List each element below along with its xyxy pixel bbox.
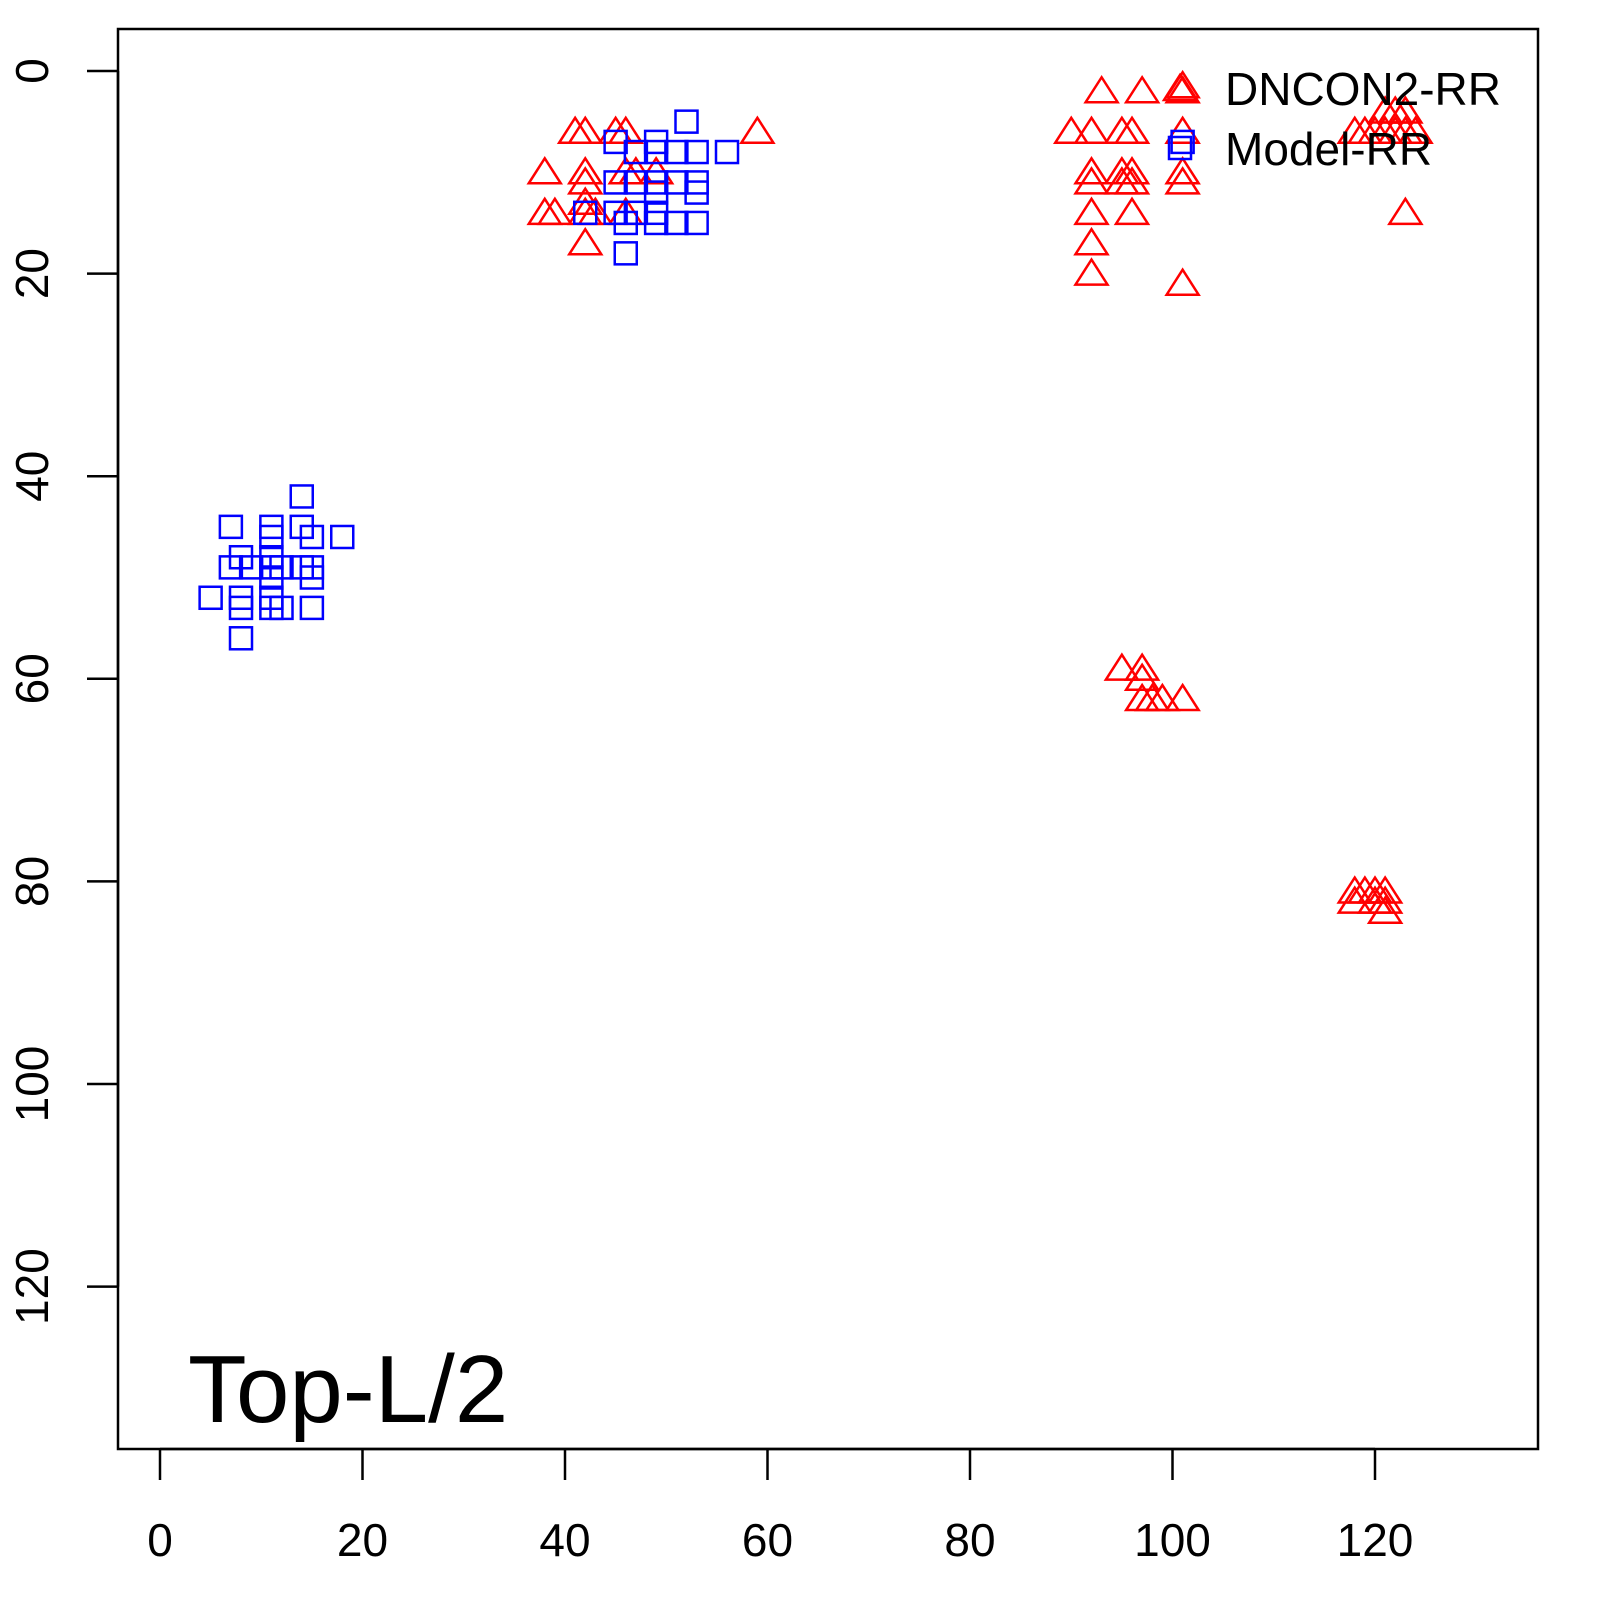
point-triangle bbox=[1387, 196, 1424, 226]
point-triangle bbox=[1366, 885, 1404, 914]
point-square bbox=[674, 109, 699, 134]
point-square bbox=[664, 210, 689, 236]
x-axis: 0 20 40 60 80 100 120 bbox=[147, 1447, 1414, 1566]
x-tick-label: 60 bbox=[742, 1514, 793, 1566]
x-tick-label: 40 bbox=[539, 1514, 590, 1566]
point-square bbox=[684, 139, 709, 165]
point-square bbox=[299, 565, 325, 590]
point-triangle bbox=[1164, 267, 1201, 296]
point-square bbox=[623, 139, 649, 165]
point-square bbox=[603, 170, 628, 195]
point-square bbox=[643, 210, 669, 236]
point-square bbox=[714, 139, 740, 165]
point-triangle bbox=[1397, 115, 1434, 145]
point-triangle bbox=[1103, 652, 1141, 681]
point-triangle bbox=[1113, 166, 1151, 195]
legend-label-dncon2: DNCON2-RR bbox=[1225, 63, 1501, 115]
point-triangle bbox=[1123, 662, 1161, 692]
x-tick-label: 20 bbox=[337, 1514, 388, 1566]
x-tick-label: 100 bbox=[1134, 1514, 1211, 1566]
point-square bbox=[643, 139, 669, 165]
data-points bbox=[198, 69, 1434, 925]
y-tick-label: 0 bbox=[6, 58, 58, 84]
point-square bbox=[259, 524, 284, 550]
point-triangle bbox=[566, 115, 604, 145]
point-square bbox=[1170, 129, 1195, 155]
x-tick-label: 0 bbox=[147, 1514, 173, 1566]
point-square bbox=[218, 514, 244, 540]
y-tick-label: 60 bbox=[6, 653, 58, 704]
point-triangle bbox=[1144, 682, 1181, 712]
point-triangle bbox=[1123, 652, 1161, 681]
y-axis: 0 20 40 60 80 100 120 bbox=[6, 58, 120, 1325]
point-square bbox=[613, 241, 638, 266]
plot-frame bbox=[116, 27, 1540, 1451]
point-triangle bbox=[1123, 74, 1161, 104]
point-triangle bbox=[1073, 257, 1110, 286]
point-triangle bbox=[739, 115, 776, 145]
point-triangle bbox=[1164, 155, 1201, 185]
y-tick-label: 20 bbox=[6, 248, 58, 299]
point-triangle bbox=[1336, 885, 1374, 914]
point-triangle bbox=[1387, 95, 1424, 124]
legend-square-icon bbox=[1167, 135, 1193, 161]
point-triangle bbox=[1113, 196, 1151, 226]
legend: DNCON2-RR Model-RR bbox=[1161, 63, 1501, 175]
point-square bbox=[573, 200, 598, 226]
point-square bbox=[684, 180, 709, 205]
x-tick-label: 80 bbox=[944, 1514, 995, 1566]
point-square bbox=[289, 484, 314, 509]
point-square bbox=[269, 595, 294, 621]
point-triangle bbox=[566, 166, 604, 195]
point-triangle bbox=[1164, 682, 1201, 712]
y-tick-label: 100 bbox=[6, 1046, 58, 1123]
point-triangle bbox=[1073, 115, 1110, 145]
point-square bbox=[198, 585, 223, 611]
point-triangle bbox=[566, 226, 604, 256]
point-triangle bbox=[1113, 115, 1151, 145]
point-square bbox=[684, 210, 709, 236]
point-square bbox=[228, 595, 254, 621]
point-triangle bbox=[1164, 166, 1201, 195]
point-triangle bbox=[1052, 115, 1090, 145]
point-square bbox=[218, 555, 244, 580]
point-triangle bbox=[526, 155, 564, 185]
point-triangle bbox=[1073, 226, 1110, 256]
point-square bbox=[330, 524, 355, 550]
point-triangle bbox=[1073, 196, 1110, 226]
point-triangle bbox=[1073, 166, 1110, 195]
y-tick-label: 40 bbox=[6, 451, 58, 502]
point-square bbox=[299, 524, 325, 550]
point-square bbox=[643, 180, 669, 205]
y-tick-label: 80 bbox=[6, 856, 58, 907]
point-triangle bbox=[1073, 155, 1110, 185]
legend-label-model: Model-RR bbox=[1225, 123, 1432, 175]
point-square bbox=[664, 139, 689, 165]
y-tick-label: 120 bbox=[6, 1248, 58, 1325]
point-triangle bbox=[536, 196, 574, 226]
point-square bbox=[299, 595, 325, 621]
point-triangle bbox=[1366, 895, 1404, 925]
point-triangle bbox=[566, 155, 604, 185]
point-square bbox=[228, 626, 254, 651]
point-square bbox=[613, 210, 638, 236]
x-tick-label: 120 bbox=[1337, 1514, 1414, 1566]
point-square bbox=[259, 565, 284, 590]
point-triangle bbox=[1083, 74, 1120, 104]
annotation-top-l2: Top-L/2 bbox=[188, 1336, 508, 1443]
legend-triangle-icon bbox=[1161, 72, 1199, 102]
